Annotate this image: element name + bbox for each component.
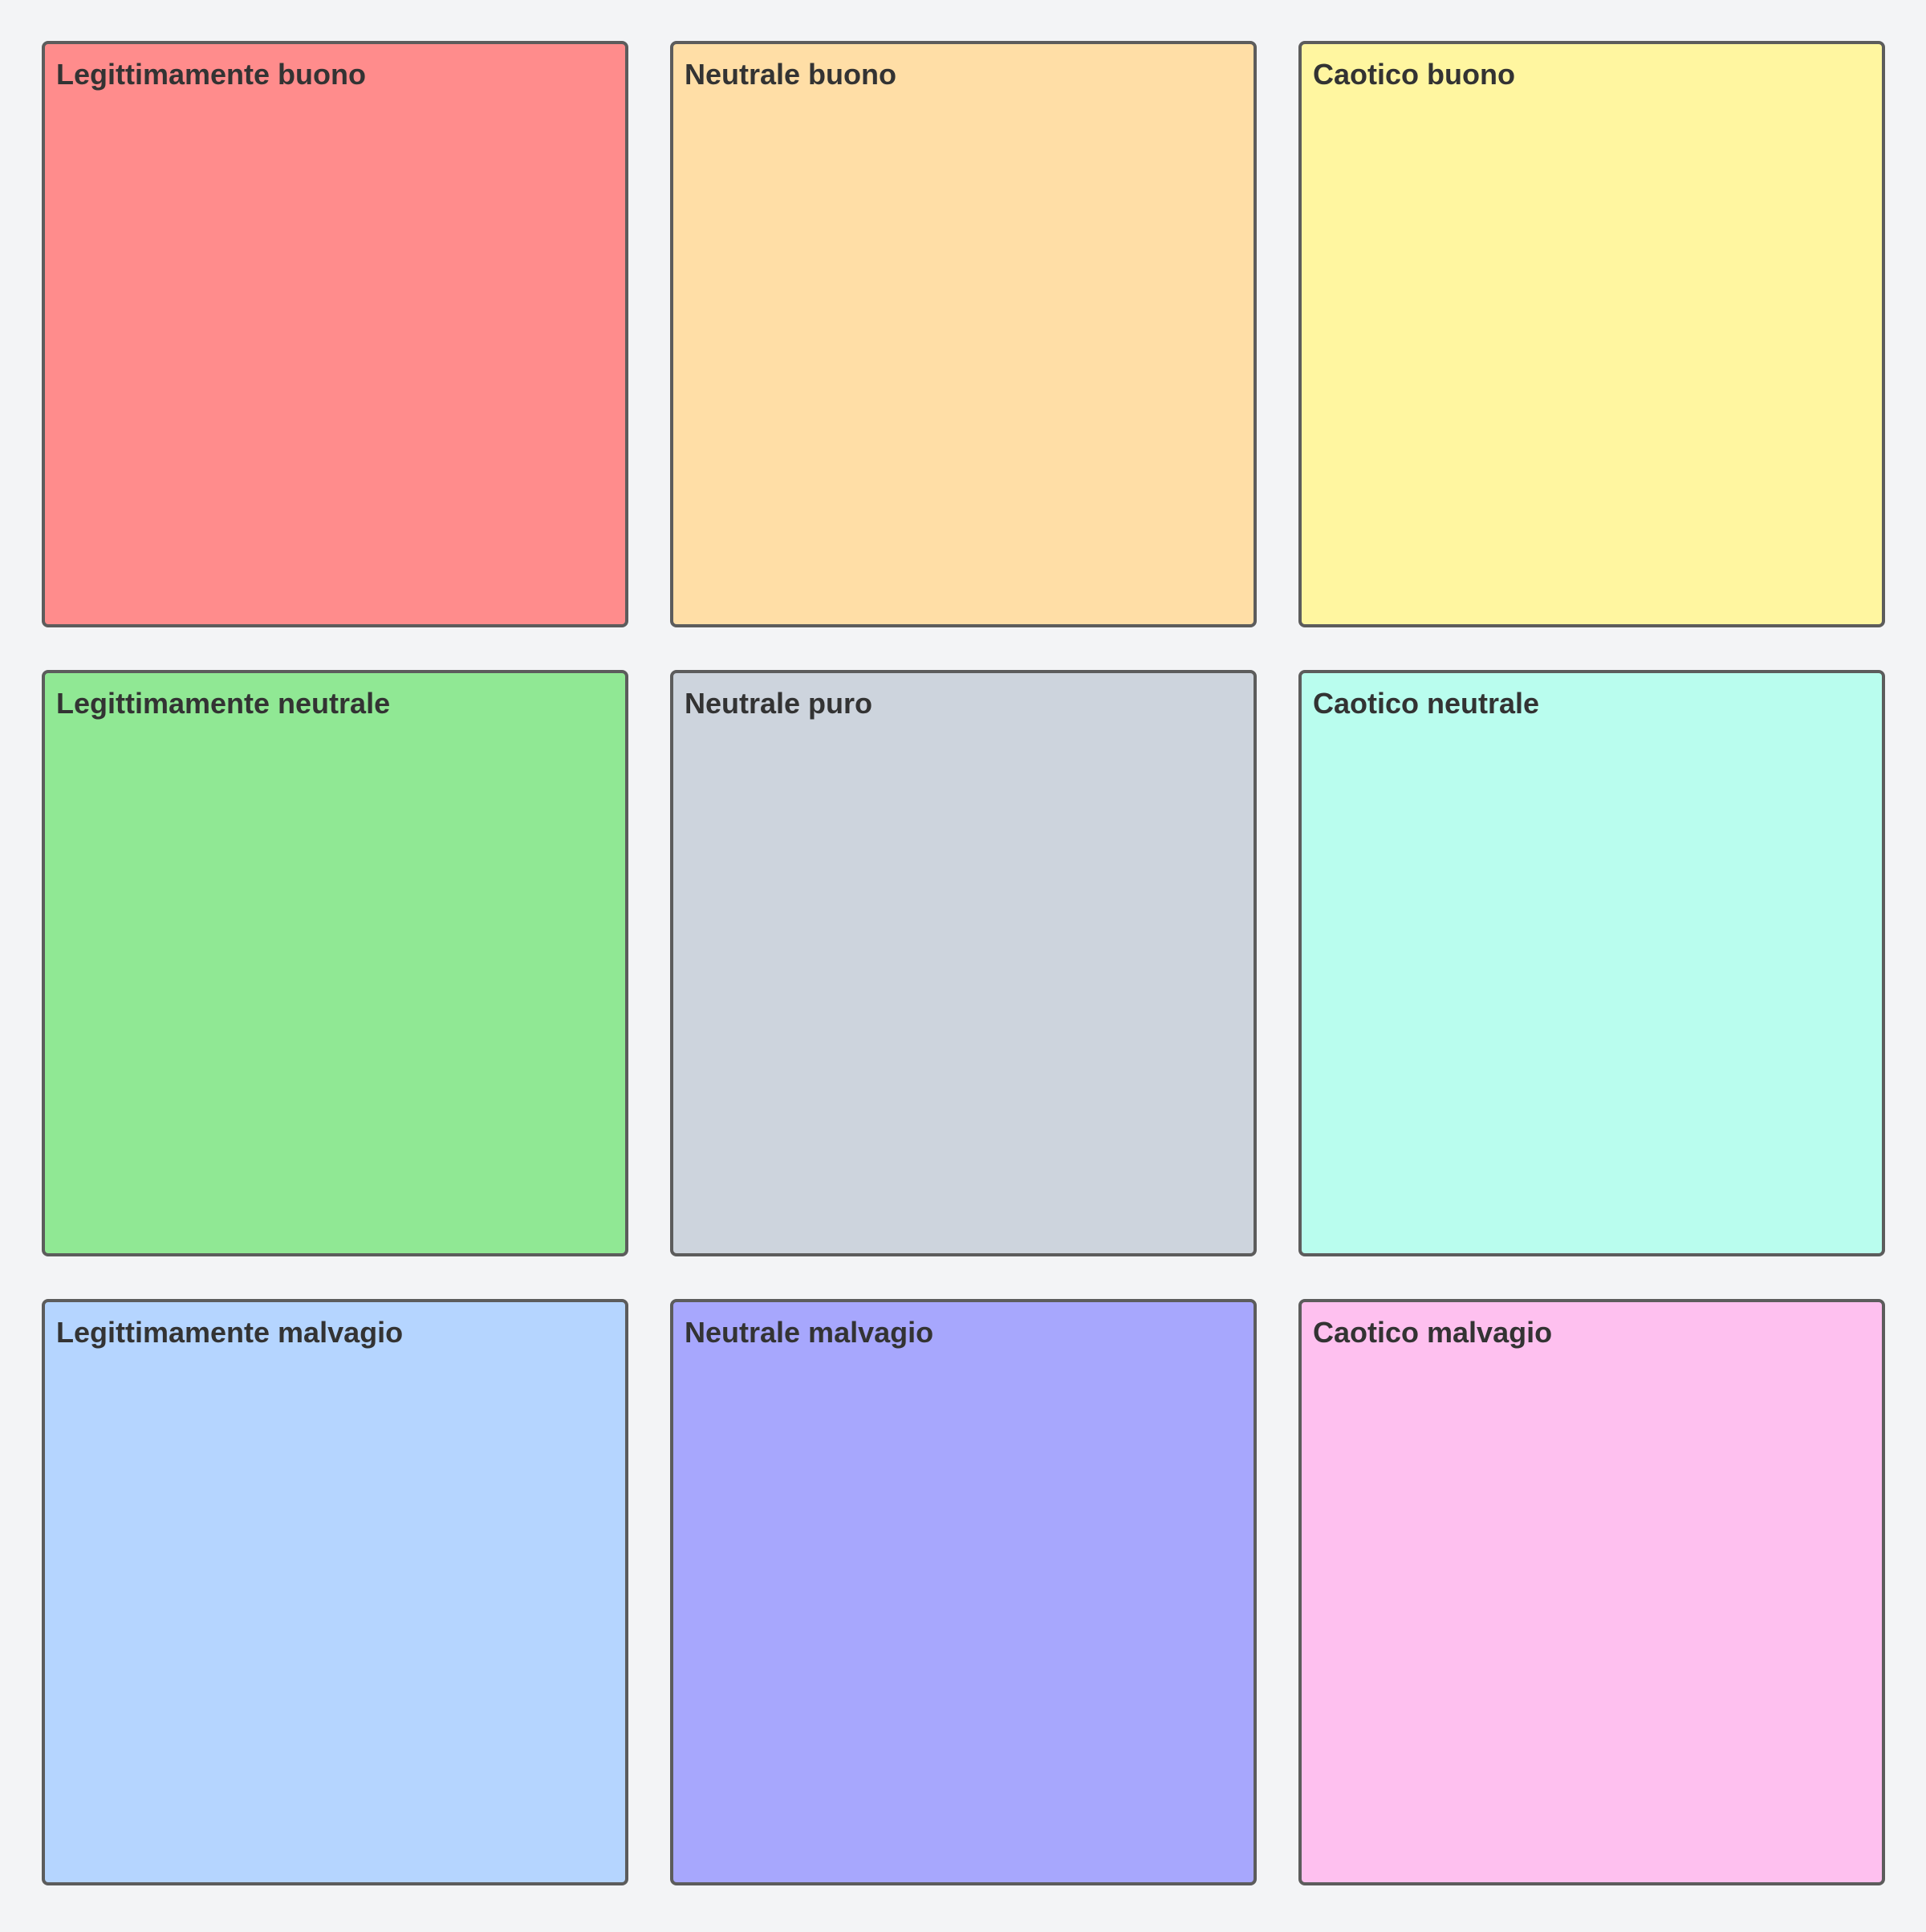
cell-label: Neutrale buono [685, 58, 897, 91]
cell-label: Caotico buono [1313, 58, 1515, 91]
cell-label: Legittimamente buono [56, 58, 366, 91]
cell-label: Legittimamente neutrale [56, 687, 391, 720]
cell-true-neutral[interactable]: Neutrale puro [670, 670, 1257, 1256]
cell-lawful-good[interactable]: Legittimamente buono [42, 41, 628, 627]
cell-label: Neutrale puro [685, 687, 873, 720]
cell-neutral-good[interactable]: Neutrale buono [670, 41, 1257, 627]
cell-label: Caotico malvagio [1313, 1316, 1553, 1349]
cell-label: Neutrale malvagio [685, 1316, 934, 1349]
cell-neutral-evil[interactable]: Neutrale malvagio [670, 1299, 1257, 1885]
cell-lawful-evil[interactable]: Legittimamente malvagio [42, 1299, 628, 1885]
cell-label: Caotico neutrale [1313, 687, 1540, 720]
cell-chaotic-neutral[interactable]: Caotico neutrale [1298, 670, 1885, 1256]
cell-chaotic-good[interactable]: Caotico buono [1298, 41, 1885, 627]
alignment-grid: Legittimamente buono Neutrale buono Caot… [42, 41, 1885, 1885]
cell-lawful-neutral[interactable]: Legittimamente neutrale [42, 670, 628, 1256]
cell-label: Legittimamente malvagio [56, 1316, 404, 1349]
cell-chaotic-evil[interactable]: Caotico malvagio [1298, 1299, 1885, 1885]
